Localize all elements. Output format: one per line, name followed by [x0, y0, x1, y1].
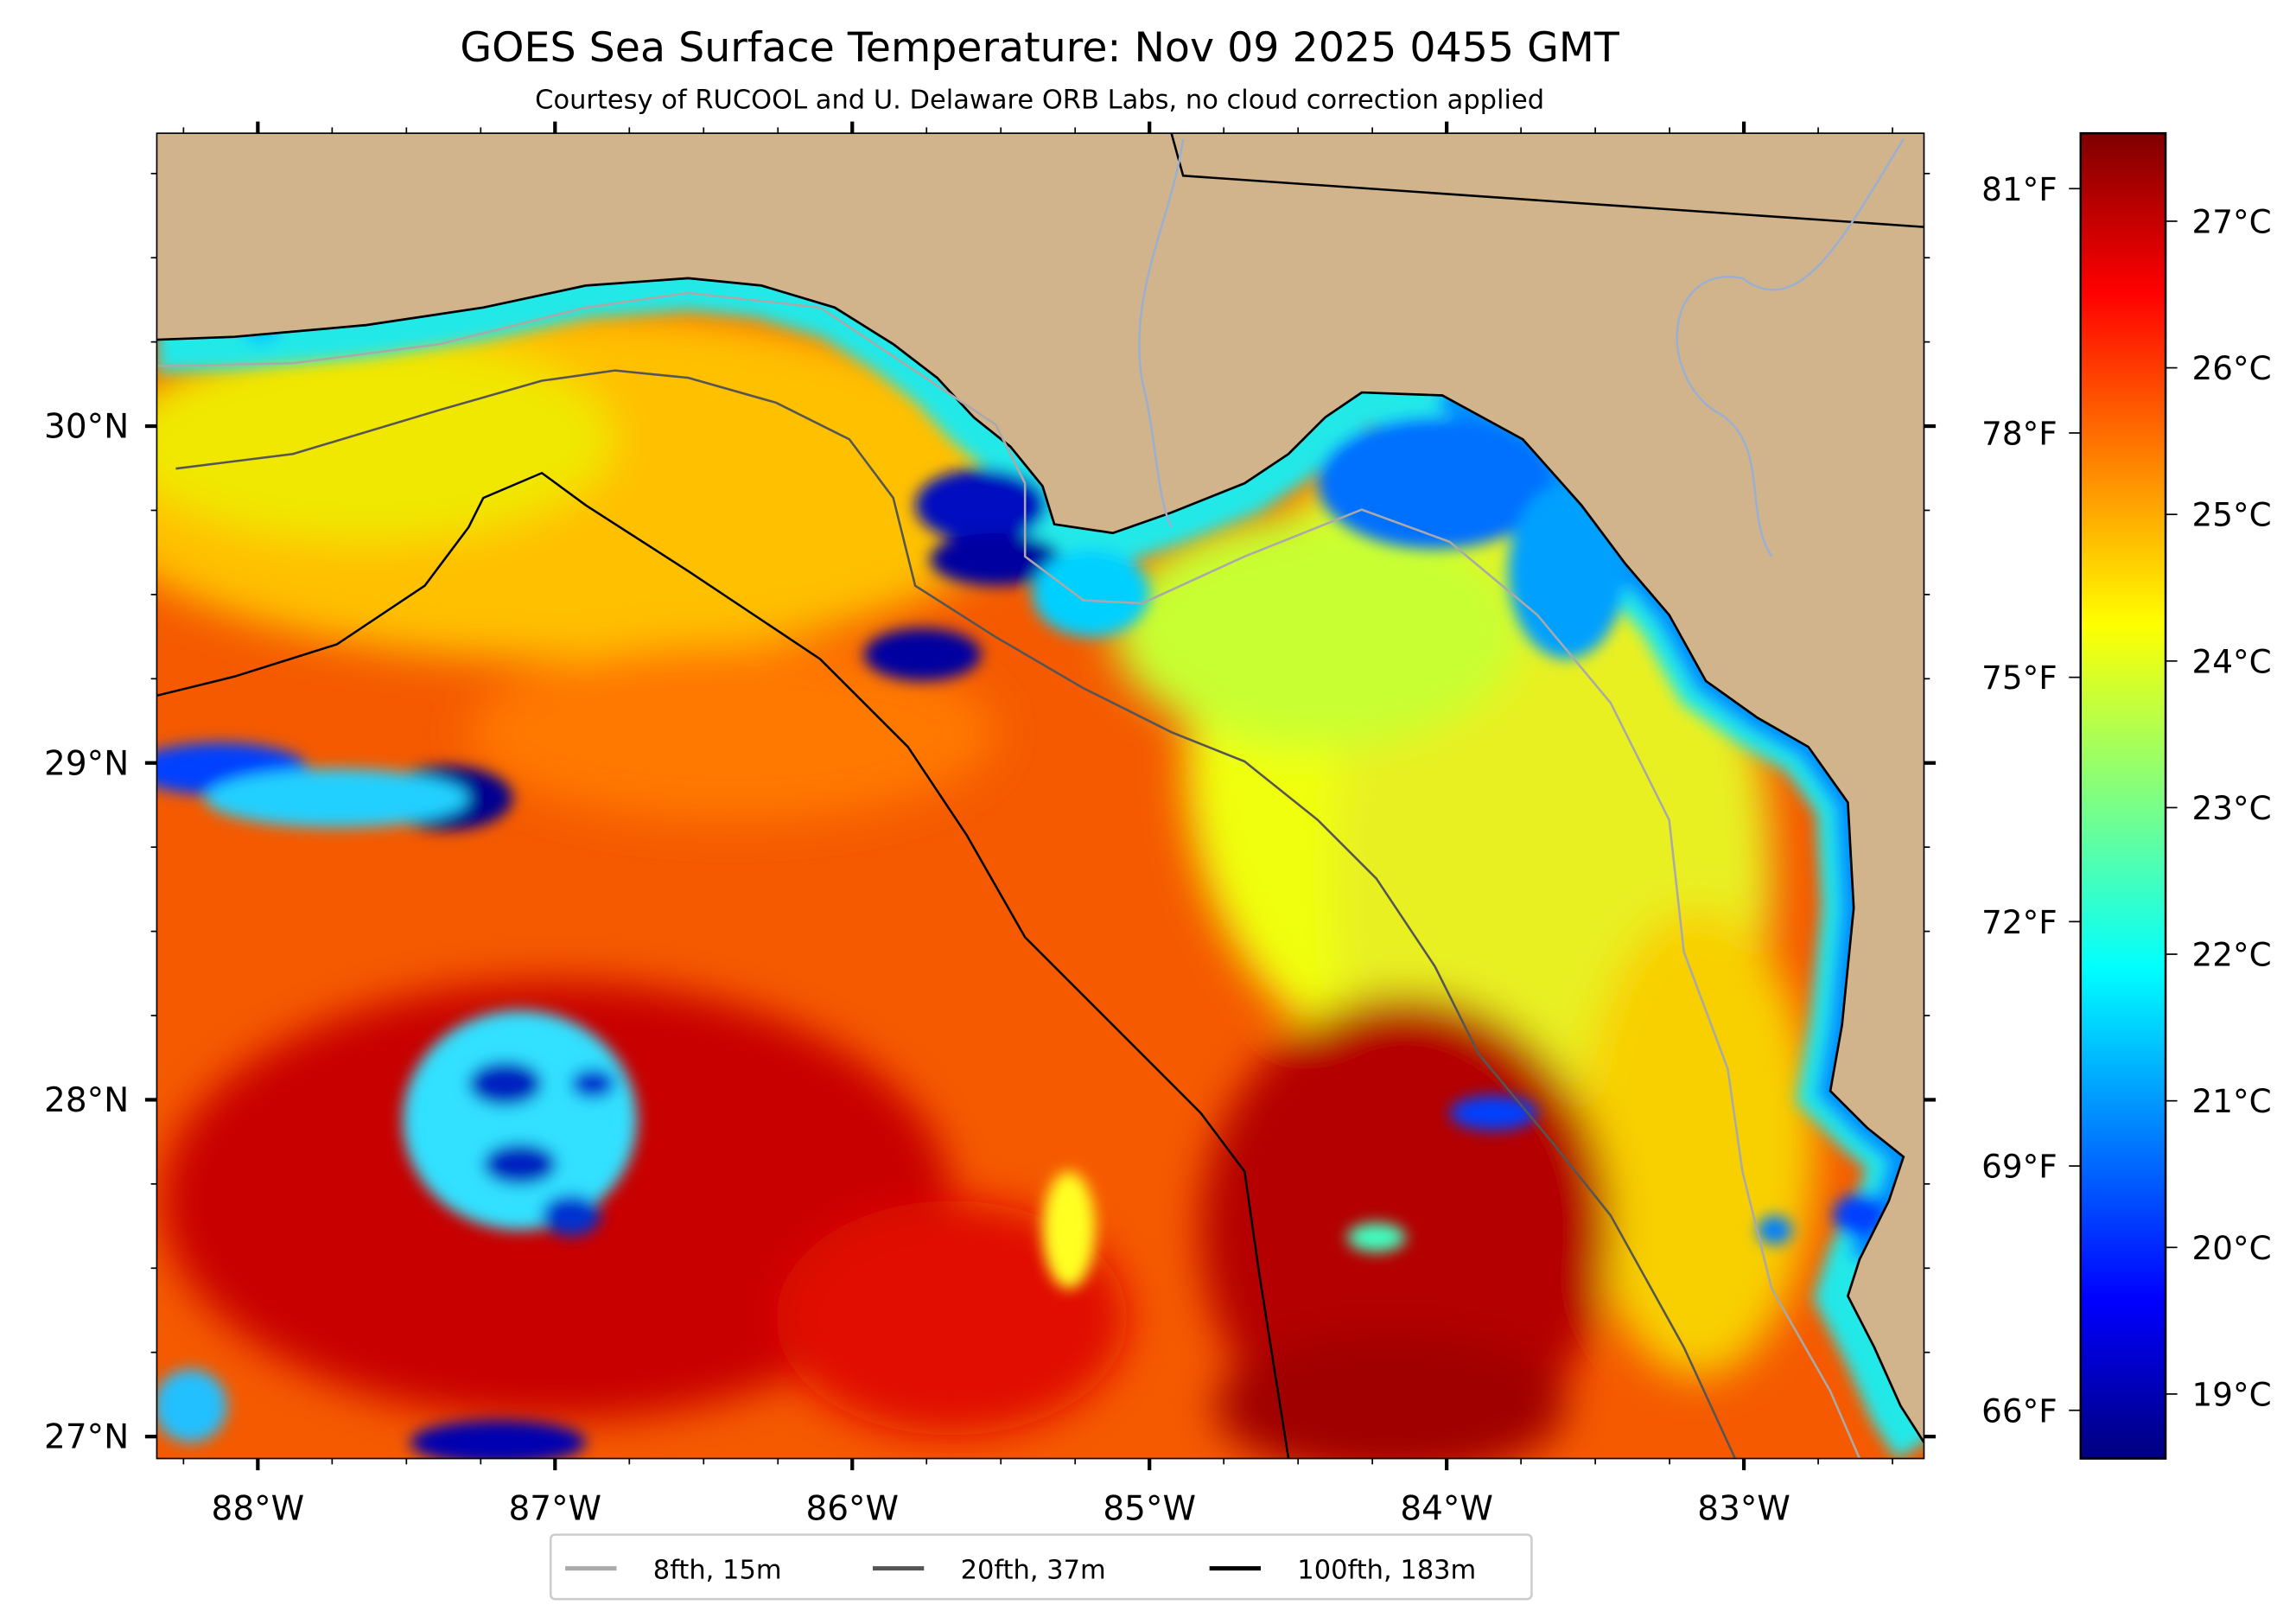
celsius-label: 23°C [2192, 789, 2272, 827]
figure-subtitle: Courtesy of RUCOOL and U. Delaware ORB L… [535, 85, 1544, 115]
colorbar [2079, 131, 2167, 1460]
latitude-labels: 30°N 29°N 28°N 27°N [44, 408, 129, 1457]
state-boundary [1170, 133, 1924, 228]
isobath-8fth [156, 291, 1861, 1459]
fahrenheit-label: 69°F [1981, 1148, 2057, 1186]
fahrenheit-label: 78°F [1981, 415, 2057, 453]
celsius-label: 21°C [2192, 1082, 2272, 1120]
celsius-label: 26°C [2192, 349, 2272, 387]
lon-label: 88°W [212, 1490, 305, 1529]
fahrenheit-label: 72°F [1981, 903, 2057, 941]
celsius-label: 22°C [2192, 936, 2272, 974]
lon-label: 84°W [1400, 1490, 1493, 1529]
lat-label: 27°N [44, 1418, 129, 1457]
lat-label: 30°N [44, 408, 129, 447]
figure-title: GOES Sea Surface Temperature: Nov 09 202… [460, 24, 1619, 72]
celsius-label: 20°C [2192, 1229, 2272, 1267]
isobath-legend: 8fth, 15m 20fth, 37m 100fth, 183m [549, 1533, 1533, 1601]
map-frame [156, 132, 1925, 1460]
colorbar-celsius-ticks: 27°C 26°C 25°C 24°C 23°C 22°C 21°C 20°C 19°C [2166, 203, 2272, 1413]
river [1676, 138, 1905, 557]
map-axis-ticks [144, 121, 1937, 1471]
celsius-label: 25°C [2192, 496, 2272, 534]
fahrenheit-label: 75°F [1981, 659, 2057, 697]
colorbar-fahrenheit-ticks: 81°F 78°F 75°F 72°F 69°F 66°F [1981, 170, 2081, 1430]
lon-label: 83°W [1697, 1490, 1790, 1529]
isobath-20fth [175, 369, 1737, 1459]
fahrenheit-label: 81°F [1981, 170, 2057, 208]
river [1138, 138, 1185, 528]
legend-label: 8fth, 15m [653, 1555, 782, 1585]
lon-label: 86°W [805, 1490, 899, 1529]
lon-label: 85°W [1103, 1490, 1196, 1529]
map-panel [156, 133, 1924, 1459]
coastline [156, 277, 1924, 1443]
celsius-label: 27°C [2192, 203, 2272, 241]
fahrenheit-label: 66°F [1981, 1392, 2057, 1430]
lat-label: 29°N [44, 744, 129, 783]
isobath-100fth [156, 471, 1290, 1459]
longitude-labels: 88°W 87°W 86°W 85°W 84°W 83°W [212, 1490, 1790, 1529]
celsius-label: 24°C [2192, 642, 2272, 680]
legend-label: 100fth, 183m [1297, 1555, 1476, 1585]
lat-label: 28°N [44, 1081, 129, 1120]
lon-label: 87°W [509, 1490, 602, 1529]
celsius-label: 19°C [2192, 1375, 2272, 1413]
legend-label: 20fth, 37m [961, 1555, 1106, 1585]
